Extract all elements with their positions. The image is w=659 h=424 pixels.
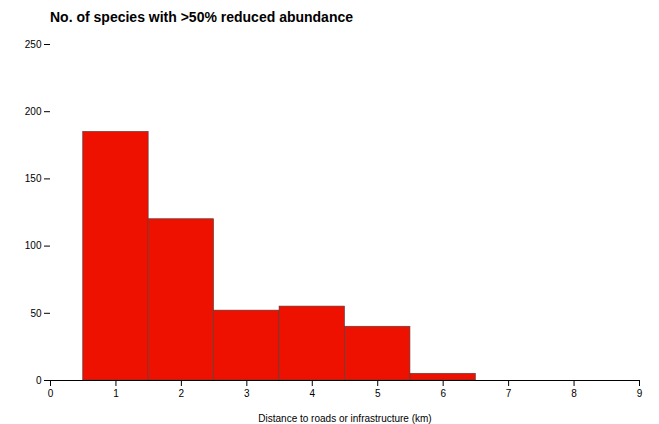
svg-text:2: 2 <box>179 388 185 399</box>
svg-text:250: 250 <box>25 39 42 50</box>
svg-text:0: 0 <box>36 375 42 386</box>
svg-text:Distance to roads or infrastru: Distance to roads or infrastructure (km) <box>258 413 431 424</box>
svg-text:4: 4 <box>309 388 315 399</box>
svg-text:200: 200 <box>25 106 42 117</box>
svg-text:100: 100 <box>25 240 42 251</box>
html-text:No. of species with >50% reduc: No. of species with >50% reduced abundan… <box>50 9 353 25</box>
svg-text:150: 150 <box>25 173 42 184</box>
svg-text:50: 50 <box>30 308 42 319</box>
svg-text:3: 3 <box>244 388 250 399</box>
svg-text:5: 5 <box>375 388 381 399</box>
svg-text:8: 8 <box>571 388 577 399</box>
svg-text:9: 9 <box>637 388 643 399</box>
svg-text:7: 7 <box>506 388 512 399</box>
svg-text:1: 1 <box>113 388 119 399</box>
svg-text:6: 6 <box>440 388 446 399</box>
svg-text:0: 0 <box>48 388 54 399</box>
